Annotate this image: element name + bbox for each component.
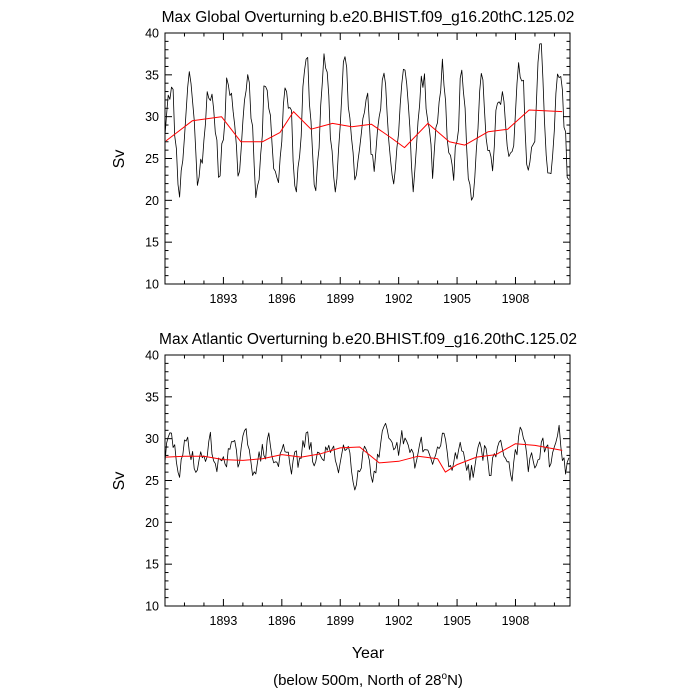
- y-tick-label: 40: [145, 349, 159, 363]
- x-tick-label: 1896: [268, 614, 296, 628]
- global-overturning-panel: Max Global Overturning b.e20.BHIST.f09_g…: [111, 9, 574, 306]
- x-tick-label: 1902: [385, 614, 413, 628]
- atlantic-overturning-panel: Max Atlantic Overturning b.e20.BHIST.f09…: [111, 331, 577, 628]
- y-tick-label: 35: [145, 390, 159, 404]
- plot-frame: [164, 32, 571, 285]
- y-tick-label: 15: [145, 236, 159, 250]
- y-tick-label: 15: [145, 558, 159, 572]
- x-tick-label: 1899: [326, 614, 354, 628]
- x-tick-label: 1893: [210, 292, 238, 306]
- series-line-annual-mean: [165, 443, 563, 473]
- y-tick-label: 35: [145, 68, 159, 82]
- caption-prefix: (below 500m, North of 28: [273, 672, 441, 689]
- caption-suffix: N): [447, 672, 463, 689]
- y-tick-label: 10: [145, 600, 159, 614]
- x-tick-label: 1905: [443, 614, 471, 628]
- x-axis-label: Year: [352, 645, 385, 662]
- panel-title: Max Atlantic Overturning b.e20.BHIST.f09…: [159, 331, 577, 348]
- x-tick-label: 1899: [326, 292, 354, 306]
- panel-title: Max Global Overturning b.e20.BHIST.f09_g…: [162, 9, 575, 26]
- y-tick-label: 40: [145, 27, 159, 41]
- x-tick-label: 1893: [210, 614, 238, 628]
- y-tick-label: 20: [145, 516, 159, 530]
- y-tick-label: 30: [145, 432, 159, 446]
- y-tick-label: 30: [145, 110, 159, 124]
- x-tick-label: 1902: [385, 292, 413, 306]
- y-tick-label: 10: [145, 278, 159, 292]
- x-tick-label: 1896: [268, 292, 296, 306]
- y-tick-label: 25: [145, 152, 159, 166]
- y-tick-label: 20: [145, 194, 159, 208]
- x-tick-label: 1905: [443, 292, 471, 306]
- x-tick-label: 1908: [502, 614, 530, 628]
- series-line-monthly: [164, 43, 570, 201]
- x-tick-label: 1908: [502, 292, 530, 306]
- plot-frame: [164, 354, 571, 607]
- series-line-monthly: [164, 422, 570, 491]
- y-axis-label: Sv: [111, 472, 128, 491]
- y-tick-label: 25: [145, 474, 159, 488]
- series-line-annual-mean: [165, 109, 563, 149]
- caption-degree: o: [442, 671, 448, 682]
- caption: (below 500m, North of 28oN): [273, 671, 463, 689]
- y-axis-label: Sv: [111, 150, 128, 169]
